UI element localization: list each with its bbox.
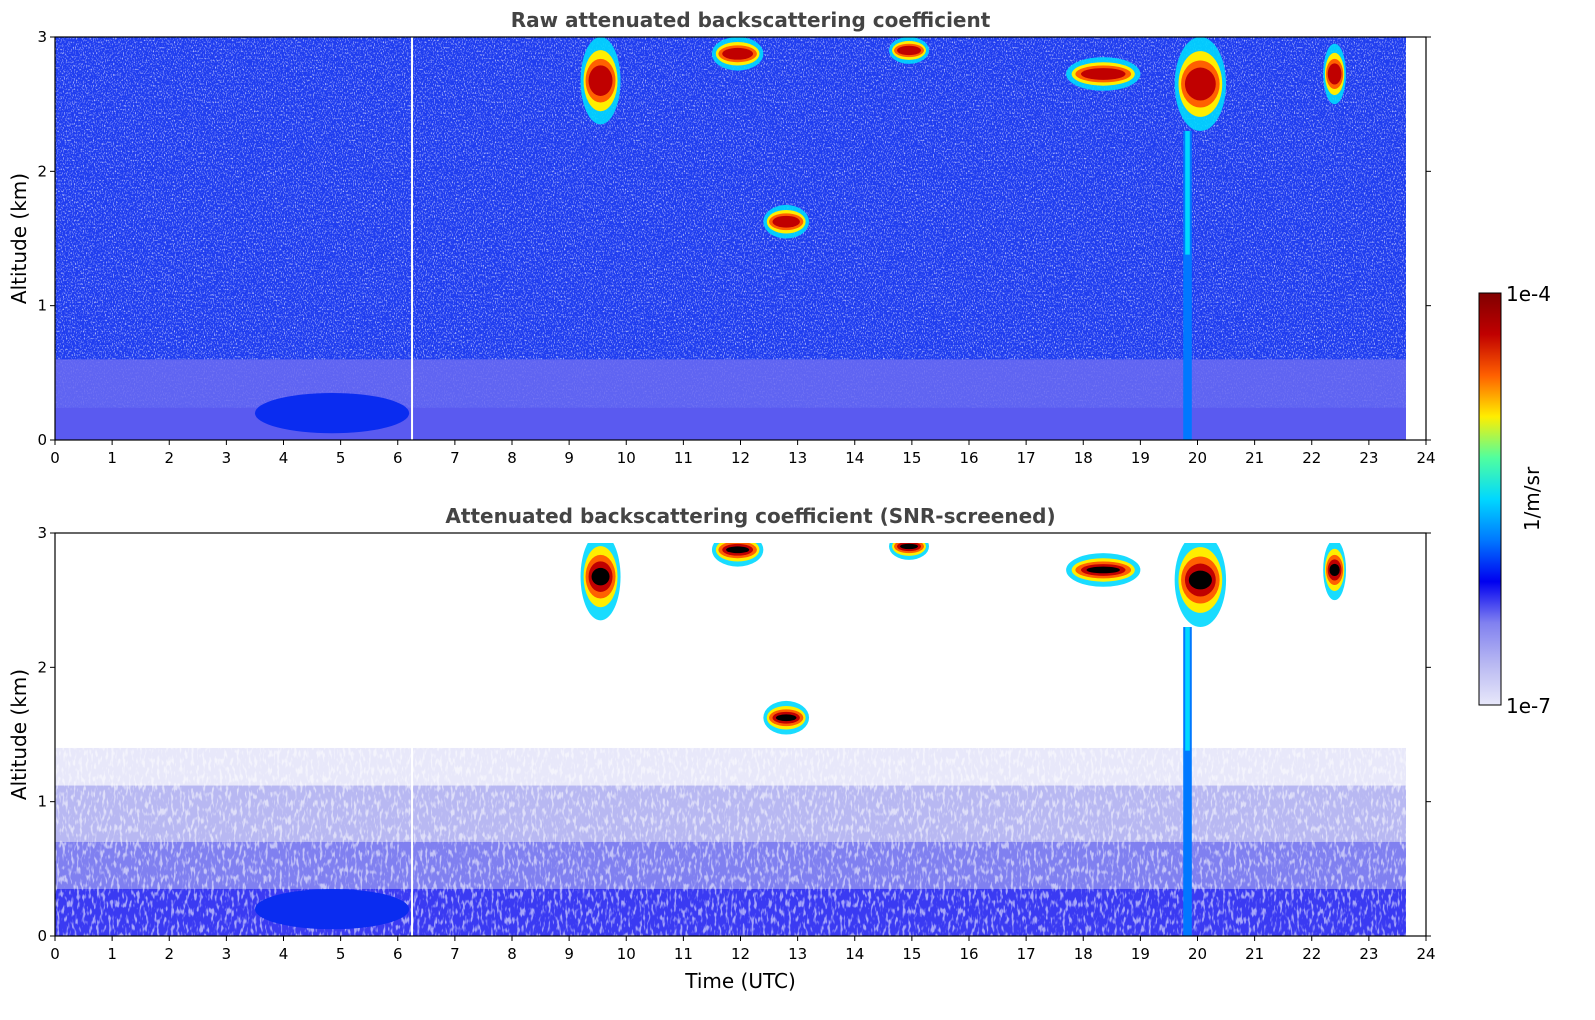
- y-tick-label: 1: [37, 297, 47, 315]
- screened-panel-title: Attenuated backscattering coefficient (S…: [445, 504, 1055, 528]
- x-tick-label: 9: [564, 449, 574, 467]
- cloud-layer: [1323, 543, 1347, 601]
- y-tick-label: 3: [37, 28, 47, 46]
- raw-backscatter-panel: Raw attenuated backscattering coefficien…: [7, 8, 1436, 467]
- x-tick-label: 19: [1131, 449, 1150, 467]
- cloud-layer: [1066, 57, 1141, 91]
- x-tick-label: 8: [507, 945, 517, 963]
- cloud-layer: [763, 700, 810, 735]
- x-tick-label: 24: [1416, 945, 1435, 963]
- x-tick-label: 22: [1302, 449, 1321, 467]
- x-tick-label: 15: [902, 945, 921, 963]
- x-tick-label: 0: [50, 449, 60, 467]
- x-tick-label: 21: [1245, 945, 1264, 963]
- cloud-layer: [711, 37, 764, 71]
- x-tick-label: 10: [617, 449, 636, 467]
- precipitation-column: [1183, 627, 1192, 936]
- x-tick-label: 10: [617, 945, 636, 963]
- y-tick-label: 2: [37, 658, 47, 676]
- x-tick-label: 2: [164, 449, 174, 467]
- cloud-layer: [1174, 543, 1227, 628]
- x-tick-label: 24: [1416, 449, 1435, 467]
- screened-y-axis-label: Altitude (km): [7, 669, 31, 800]
- screened-x-axis: 0 1 2 3 4 5 6 7 8 9 10 11 12 13 14 15 16 17 18 19 20 21 22 23 24: [50, 936, 1436, 963]
- x-tick-label: 0: [50, 945, 60, 963]
- x-tick-label: 4: [279, 449, 289, 467]
- cloud-layer: [1174, 37, 1227, 132]
- x-tick-label: 14: [845, 449, 864, 467]
- raw-x-axis: 0 1 2 3 4 5 6 7 8 9 10 11 12 13 14 15 16 17 18 19 20 21 22 23 24: [50, 440, 1436, 467]
- x-tick-label: 16: [959, 945, 978, 963]
- screened-y-axis: 0 1 2 3: [37, 524, 1431, 945]
- colorbar-min-label: 1e-7: [1506, 694, 1551, 718]
- x-tick-label: 1: [107, 449, 117, 467]
- raw-panel-title: Raw attenuated backscattering coefficien…: [511, 8, 991, 32]
- x-tick-label: 11: [674, 945, 693, 963]
- x-tick-label: 16: [959, 449, 978, 467]
- x-tick-label: 20: [1188, 945, 1207, 963]
- x-tick-label: 3: [222, 449, 232, 467]
- colorbar-max-label: 1e-4: [1506, 282, 1551, 306]
- y-tick-label: 2: [37, 162, 47, 180]
- x-tick-label: 13: [788, 449, 807, 467]
- x-tick-label: 21: [1245, 449, 1264, 467]
- cloud-layer: [889, 37, 930, 64]
- x-tick-label: 17: [1017, 449, 1036, 467]
- x-tick-label: 4: [279, 945, 289, 963]
- aerosol-plume: [254, 888, 410, 930]
- raw-y-axis: 0 1 2 3: [37, 28, 1431, 449]
- y-tick-label: 0: [37, 431, 47, 449]
- x-tick-label: 23: [1359, 945, 1378, 963]
- y-tick-label: 3: [37, 524, 47, 542]
- x-tick-label: 7: [450, 449, 460, 467]
- time-axis-label: Time (UTC): [684, 969, 796, 993]
- x-tick-label: 9: [564, 945, 574, 963]
- x-tick-label: 5: [336, 449, 346, 467]
- cloud-layer: [580, 37, 621, 125]
- x-tick-label: 18: [1074, 449, 1093, 467]
- precipitation-core: [1185, 627, 1190, 751]
- x-tick-label: 19: [1131, 945, 1150, 963]
- x-tick-label: 3: [222, 945, 232, 963]
- x-tick-label: 11: [674, 449, 693, 467]
- x-tick-label: 2: [164, 945, 174, 963]
- no-data-region: [1406, 543, 1426, 936]
- precipitation-column: [1183, 131, 1192, 441]
- no-data-region: [1406, 37, 1426, 440]
- x-tick-label: 13: [788, 945, 807, 963]
- cloud-layer: [763, 204, 810, 239]
- x-tick-label: 1: [107, 945, 117, 963]
- x-tick-label: 12: [731, 945, 750, 963]
- cloud-layer: [1066, 553, 1141, 587]
- x-tick-label: 8: [507, 449, 517, 467]
- x-tick-label: 22: [1302, 945, 1321, 963]
- x-tick-label: 5: [336, 945, 346, 963]
- x-tick-label: 23: [1359, 449, 1378, 467]
- x-tick-label: 18: [1074, 945, 1093, 963]
- x-tick-label: 12: [731, 449, 750, 467]
- raw-heatmap: [55, 37, 1426, 441]
- x-tick-label: 6: [393, 449, 403, 467]
- aerosol-plume: [254, 392, 410, 434]
- y-tick-label: 0: [37, 927, 47, 945]
- colorbar-unit-label: 1/m/sr: [1520, 466, 1544, 531]
- x-tick-label: 15: [902, 449, 921, 467]
- cloud-layer: [711, 543, 764, 567]
- colorbar: 1e-4 1e-7 1/m/sr: [1478, 282, 1551, 718]
- x-tick-label: 14: [845, 945, 864, 963]
- x-tick-label: 17: [1017, 945, 1036, 963]
- cloud-layer: [889, 543, 930, 560]
- x-tick-label: 6: [393, 945, 403, 963]
- x-tick-label: 20: [1188, 449, 1207, 467]
- cloud-layer: [1323, 43, 1347, 105]
- colorbar-gradient: [1478, 292, 1502, 706]
- x-tick-label: 7: [450, 945, 460, 963]
- cloud-layer: [580, 543, 621, 621]
- raw-y-axis-label: Altitude (km): [7, 173, 31, 304]
- screened-backscatter-panel: Attenuated backscattering coefficient (S…: [7, 504, 1436, 993]
- y-tick-label: 1: [37, 793, 47, 811]
- precipitation-core: [1185, 131, 1190, 255]
- screened-heatmap: [55, 543, 1426, 936]
